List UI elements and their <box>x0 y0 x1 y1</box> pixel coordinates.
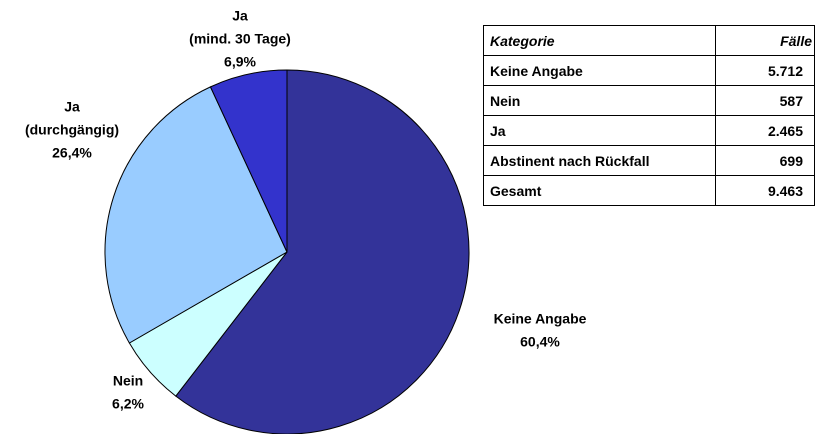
table-cell: 5.712 <box>715 55 815 86</box>
slice-value-label: 26,4% <box>52 145 92 161</box>
table-cell: 9.463 <box>715 175 815 206</box>
table-cell: Keine Angabe <box>482 55 717 86</box>
pie-slice <box>104 86 288 344</box>
table-cell: 587 <box>715 85 815 116</box>
table-row: Abstinent nach Rückfall 699 <box>482 145 815 176</box>
header-cell: Fälle <box>715 25 815 56</box>
pie-slice <box>175 69 470 434</box>
slice-value-label: 6,9% <box>224 54 256 70</box>
slice-value-label: 6,2% <box>112 396 144 412</box>
table-cell: 699 <box>715 145 815 176</box>
table-cell: Ja <box>482 115 717 146</box>
table-row: Gesamt 9.463 <box>482 175 815 206</box>
table-row: Ja 2.465 <box>482 115 815 146</box>
slice-value-label: 60,4% <box>520 334 560 350</box>
table-row: Nein 587 <box>482 85 815 116</box>
table: Kategorie Fälle Keine Angabe 5.712 Nein 587 Ja… <box>482 25 815 206</box>
slice-label: Keine Angabe <box>494 311 587 327</box>
table-cell: 2.465 <box>715 115 815 146</box>
slice-label: (durchgängig) <box>25 122 119 138</box>
header-cell: Kategorie <box>482 25 717 56</box>
table-cell: Gesamt <box>482 175 717 206</box>
slice-label: (mind. 30 Tage) <box>189 31 291 47</box>
slice-label: Ja <box>64 99 80 115</box>
table-cell: Nein <box>482 85 717 116</box>
table-cell: Abstinent nach Rückfall <box>482 145 717 176</box>
pie-slice <box>209 69 288 253</box>
header-row: Kategorie Fälle <box>482 25 815 56</box>
slice-label: Nein <box>113 373 143 389</box>
table-row: Keine Angabe 5.712 <box>482 55 815 86</box>
slice-label: Ja <box>232 8 248 24</box>
